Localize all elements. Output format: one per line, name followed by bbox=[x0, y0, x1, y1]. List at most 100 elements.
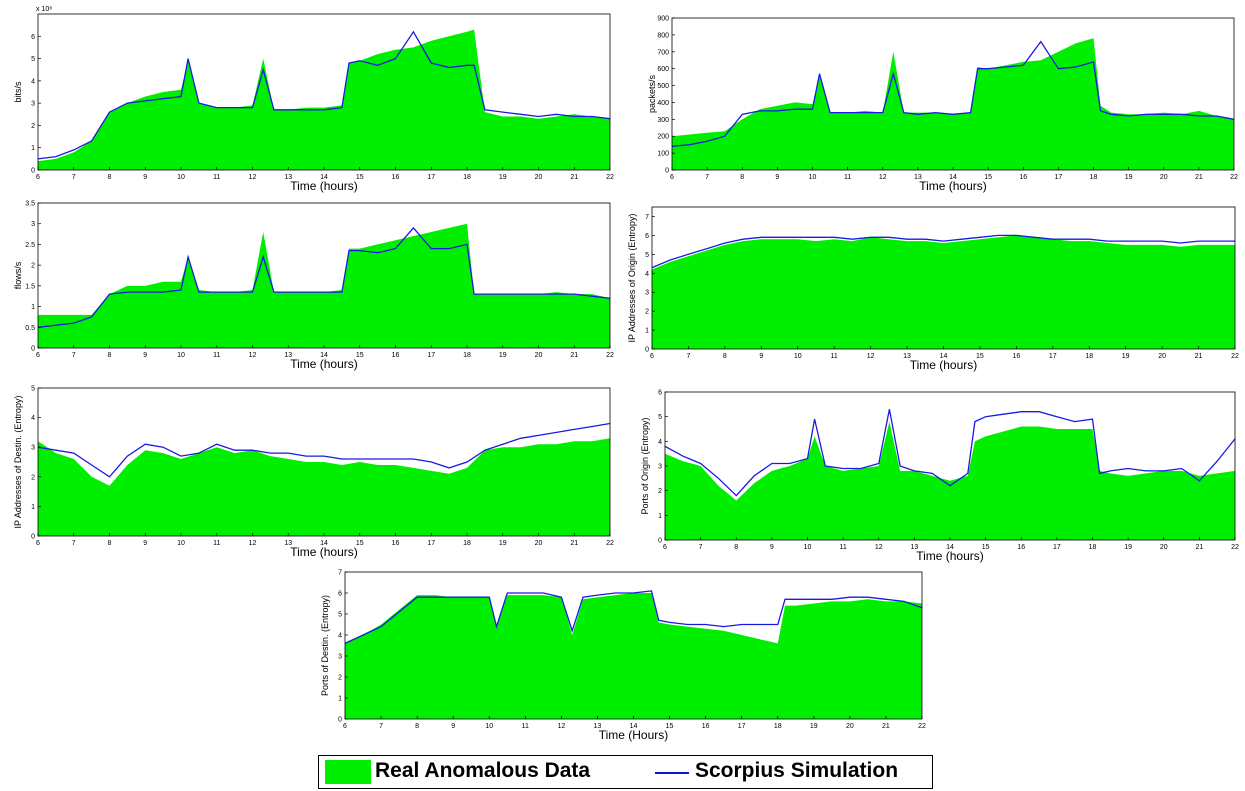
x-tick-label: 16 bbox=[1012, 353, 1020, 360]
x-tick-label: 11 bbox=[844, 174, 851, 181]
series-line-sim bbox=[37, 422, 611, 478]
y-tick-label: 1 bbox=[31, 304, 35, 311]
x-axis-label: Time (Hours) bbox=[599, 728, 669, 742]
y-tick-label: 1 bbox=[338, 696, 342, 703]
y-tick-label: 0 bbox=[658, 538, 662, 545]
x-tick-label: 10 bbox=[794, 353, 802, 360]
y-tick-label: 2 bbox=[645, 309, 649, 316]
x-tick-label: 20 bbox=[535, 540, 543, 547]
y-tick-label: 5 bbox=[31, 386, 35, 393]
x-tick-label: 18 bbox=[774, 723, 782, 730]
y-tick-label: 3 bbox=[338, 654, 342, 661]
x-tick-label: 7 bbox=[379, 723, 383, 730]
x-tick-label: 6 bbox=[36, 352, 40, 359]
x-tick-label: 10 bbox=[177, 540, 185, 547]
x-tick-label: 15 bbox=[356, 174, 364, 181]
y-tick-label: 6 bbox=[658, 390, 662, 397]
x-tick-label: 6 bbox=[36, 174, 40, 181]
chart-panel-4: 6 7 8 9 10 11 12 13 14 15 16 17 18 19 20 21 2201234567Ti… bbox=[627, 206, 1239, 372]
x-tick-label: 17 bbox=[1054, 174, 1062, 181]
x-tick-label: 7 bbox=[686, 353, 690, 360]
x-tick-label: 13 bbox=[284, 174, 292, 181]
chart-panel-2: 6 7 8 9 10 11 12 13 14 15 16 17 18 19 20 21 22 0 100 200 300… bbox=[647, 16, 1238, 194]
x-tick-label: 20 bbox=[846, 723, 854, 730]
x-tick-label: 8 bbox=[108, 174, 112, 181]
x-tick-label: 12 bbox=[249, 352, 257, 359]
x-tick-label: 11 bbox=[522, 723, 529, 730]
x-tick-label: 16 bbox=[1017, 544, 1025, 551]
x-tick-label: 8 bbox=[108, 540, 112, 547]
x-tick-label: 12 bbox=[557, 723, 565, 730]
x-tick-label: 12 bbox=[867, 353, 875, 360]
y-tick-label: 0 bbox=[31, 346, 35, 353]
x-tick-label: 9 bbox=[451, 723, 455, 730]
x-tick-label: 16 bbox=[392, 174, 400, 181]
y-tick-label: 2 bbox=[338, 675, 342, 682]
y-tick-label: 5 bbox=[31, 56, 35, 63]
y-tick-label: 0 bbox=[31, 534, 35, 541]
series-area-real bbox=[345, 593, 922, 719]
y-tick-label: 200 bbox=[657, 134, 669, 141]
y-tick-label: 300 bbox=[657, 117, 669, 124]
x-tick-label: 19 bbox=[499, 540, 507, 547]
y-tick-label: 1 bbox=[658, 513, 662, 520]
x-tick-label: 10 bbox=[177, 174, 185, 181]
x-tick-label: 15 bbox=[356, 352, 364, 359]
x-tick-label: 10 bbox=[485, 723, 493, 730]
y-tick-label: 900 bbox=[657, 16, 669, 23]
series-area-real bbox=[38, 438, 610, 536]
y-tick-label: 3 bbox=[658, 464, 662, 471]
series-line-sim bbox=[664, 409, 1236, 497]
y-tick-label: 100 bbox=[657, 151, 669, 158]
x-tick-label: 12 bbox=[249, 174, 257, 181]
y-tick-label: 3 bbox=[31, 101, 35, 108]
y-tick-label: 6 bbox=[645, 233, 649, 240]
x-tick-label: 19 bbox=[499, 352, 507, 359]
x-axis-label: Time (hours) bbox=[290, 179, 358, 193]
x-tick-label: 11 bbox=[213, 352, 220, 359]
y-tick-label: 3.5 bbox=[25, 201, 35, 208]
x-tick-label: 22 bbox=[1231, 544, 1239, 551]
y-tick-label: 0 bbox=[31, 168, 35, 175]
y-tick-label: 5 bbox=[338, 612, 342, 619]
chart-panel-5: 6 7 8 9 10 11 12 13 14 15 16 17 18 19 20 21 22012345Time… bbox=[13, 386, 614, 560]
x-tick-label: 6 bbox=[670, 174, 674, 181]
legend-label-real: Real Anomalous Data bbox=[375, 759, 591, 782]
series-area-real bbox=[38, 223, 610, 348]
y-tick-label: 1 bbox=[645, 328, 649, 335]
y-axis-exponent: x 10⁸ bbox=[36, 6, 52, 13]
y-axis-label: Ports of Origin (Entropy) bbox=[640, 417, 650, 514]
x-tick-label: 6 bbox=[650, 353, 654, 360]
x-tick-label: 13 bbox=[914, 174, 922, 181]
x-tick-label: 9 bbox=[775, 174, 779, 181]
x-tick-label: 18 bbox=[463, 540, 471, 547]
x-axis-label: Time (hours) bbox=[916, 549, 984, 563]
y-tick-label: 2 bbox=[31, 474, 35, 481]
y-tick-label: 5 bbox=[645, 252, 649, 259]
y-tick-label: 0 bbox=[338, 717, 342, 724]
x-tick-label: 19 bbox=[499, 174, 507, 181]
x-tick-label: 22 bbox=[606, 352, 614, 359]
x-tick-label: 20 bbox=[535, 174, 543, 181]
x-tick-label: 21 bbox=[1195, 544, 1203, 551]
x-axis-label: Time (hours) bbox=[919, 179, 987, 193]
series-line-sim bbox=[671, 40, 1235, 148]
x-tick-label: 9 bbox=[143, 174, 147, 181]
x-tick-label: 10 bbox=[177, 352, 185, 359]
x-tick-label: 14 bbox=[940, 353, 948, 360]
legend: Real Anomalous Data Scorpius Simulation bbox=[318, 755, 933, 789]
x-tick-label: 14 bbox=[320, 174, 328, 181]
y-tick-label: 3 bbox=[31, 221, 35, 228]
y-tick-label: 1.5 bbox=[25, 283, 35, 290]
y-tick-label: 4 bbox=[645, 271, 649, 278]
x-tick-label: 16 bbox=[1019, 174, 1027, 181]
x-tick-label: 12 bbox=[875, 544, 883, 551]
x-tick-label: 17 bbox=[427, 352, 435, 359]
x-tick-label: 21 bbox=[570, 540, 578, 547]
series-area-real bbox=[38, 29, 610, 170]
x-tick-label: 17 bbox=[427, 540, 435, 547]
x-tick-label: 8 bbox=[734, 544, 738, 551]
x-tick-label: 15 bbox=[982, 544, 990, 551]
x-tick-label: 8 bbox=[740, 174, 744, 181]
